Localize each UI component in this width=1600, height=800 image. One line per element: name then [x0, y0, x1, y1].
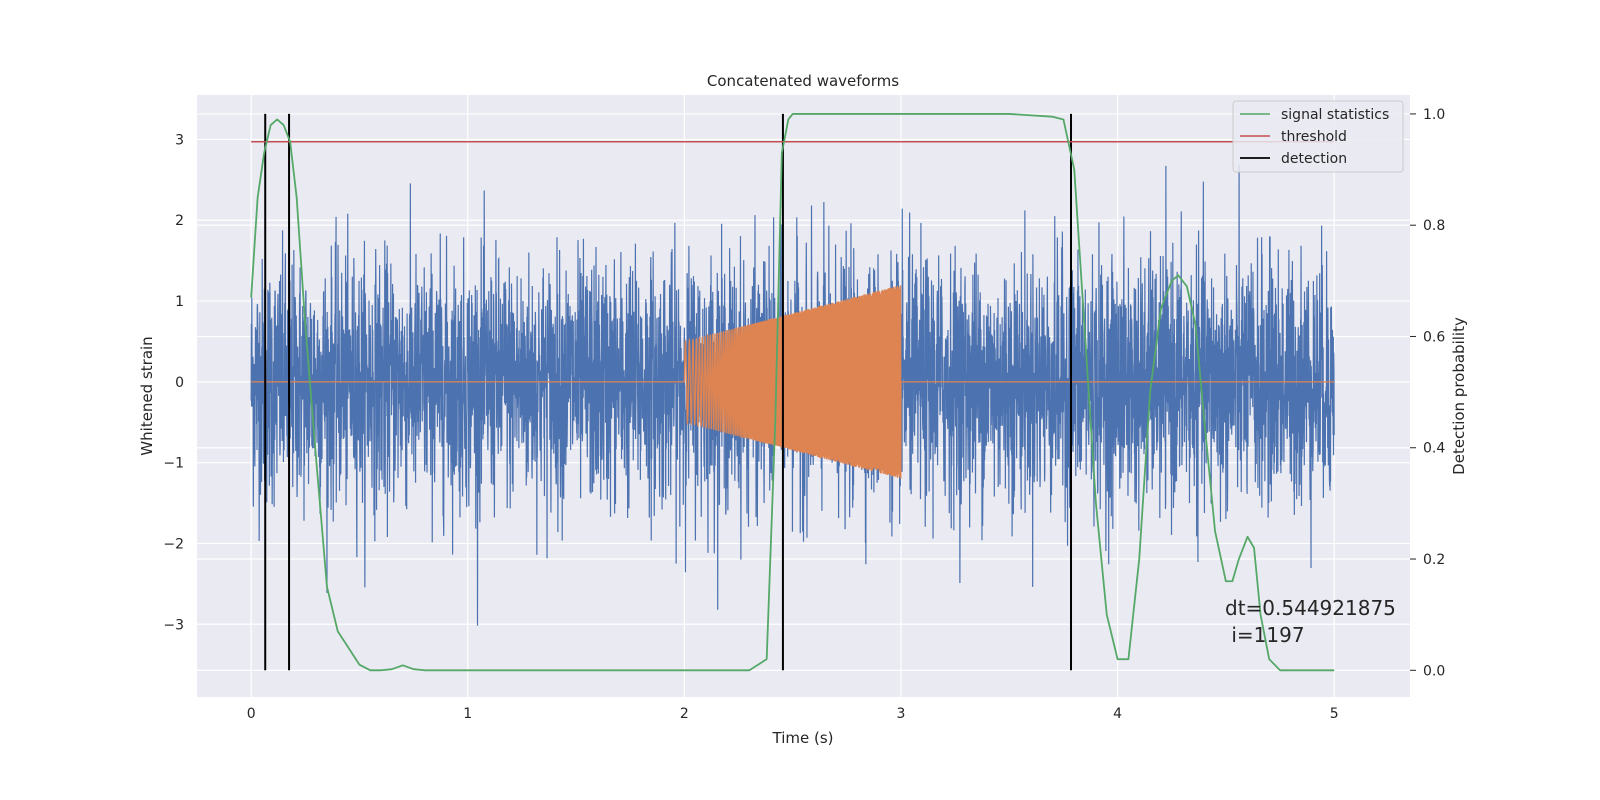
series-layer [250, 113, 1335, 672]
legend-label-threshold: threshold [1281, 129, 1347, 145]
axes: 0 1 2 3 4 5 −3 −2 −1 0 1 2 3 0.0 0.2 0.4 0.6 0.8 1.0 [163, 107, 1445, 722]
y2-tick-label: 0.0 [1423, 663, 1445, 679]
series-injected-signal [251, 285, 1335, 479]
annotation-index: i=1197 [1225, 623, 1305, 647]
x-tick-label: 3 [897, 706, 906, 722]
legend: signal statistics threshold detection [1232, 100, 1404, 173]
x-tick-label: 2 [680, 706, 689, 722]
y-tick-label: −3 [163, 617, 184, 633]
x-axis-label: Time (s) [772, 729, 834, 747]
legend-label-signal-statistics: signal statistics [1281, 107, 1389, 123]
annotation-dt: dt=0.544921875 [1225, 596, 1396, 620]
y-tick-label: −2 [163, 536, 184, 552]
x-tick-label: 1 [463, 706, 472, 722]
y2-tick-label: 0.4 [1423, 441, 1445, 457]
y2-tick-label: 0.6 [1423, 329, 1445, 345]
x-tick-label: 5 [1330, 706, 1339, 722]
y2-tick-label: 0.2 [1423, 552, 1445, 568]
y2-tick-label: 1.0 [1423, 107, 1445, 123]
y-tick-label: 1 [175, 294, 184, 310]
y2-axis-label: Detection probability [1450, 317, 1468, 475]
y-tick-label: 2 [175, 213, 184, 229]
x-tick-label: 4 [1113, 706, 1122, 722]
y-tick-label: −1 [163, 456, 184, 472]
x-tick-label: 0 [247, 706, 256, 722]
legend-label-detection: detection [1281, 151, 1347, 167]
chart-title: Concatenated waveforms [707, 72, 899, 90]
y-tick-label: 0 [175, 375, 184, 391]
y2-tick-label: 0.8 [1423, 218, 1445, 234]
y-tick-label: 3 [175, 132, 184, 148]
legend-box [1232, 100, 1404, 173]
series-signal-statistics [250, 113, 1335, 672]
y-axis-label: Whitened strain [138, 336, 156, 455]
